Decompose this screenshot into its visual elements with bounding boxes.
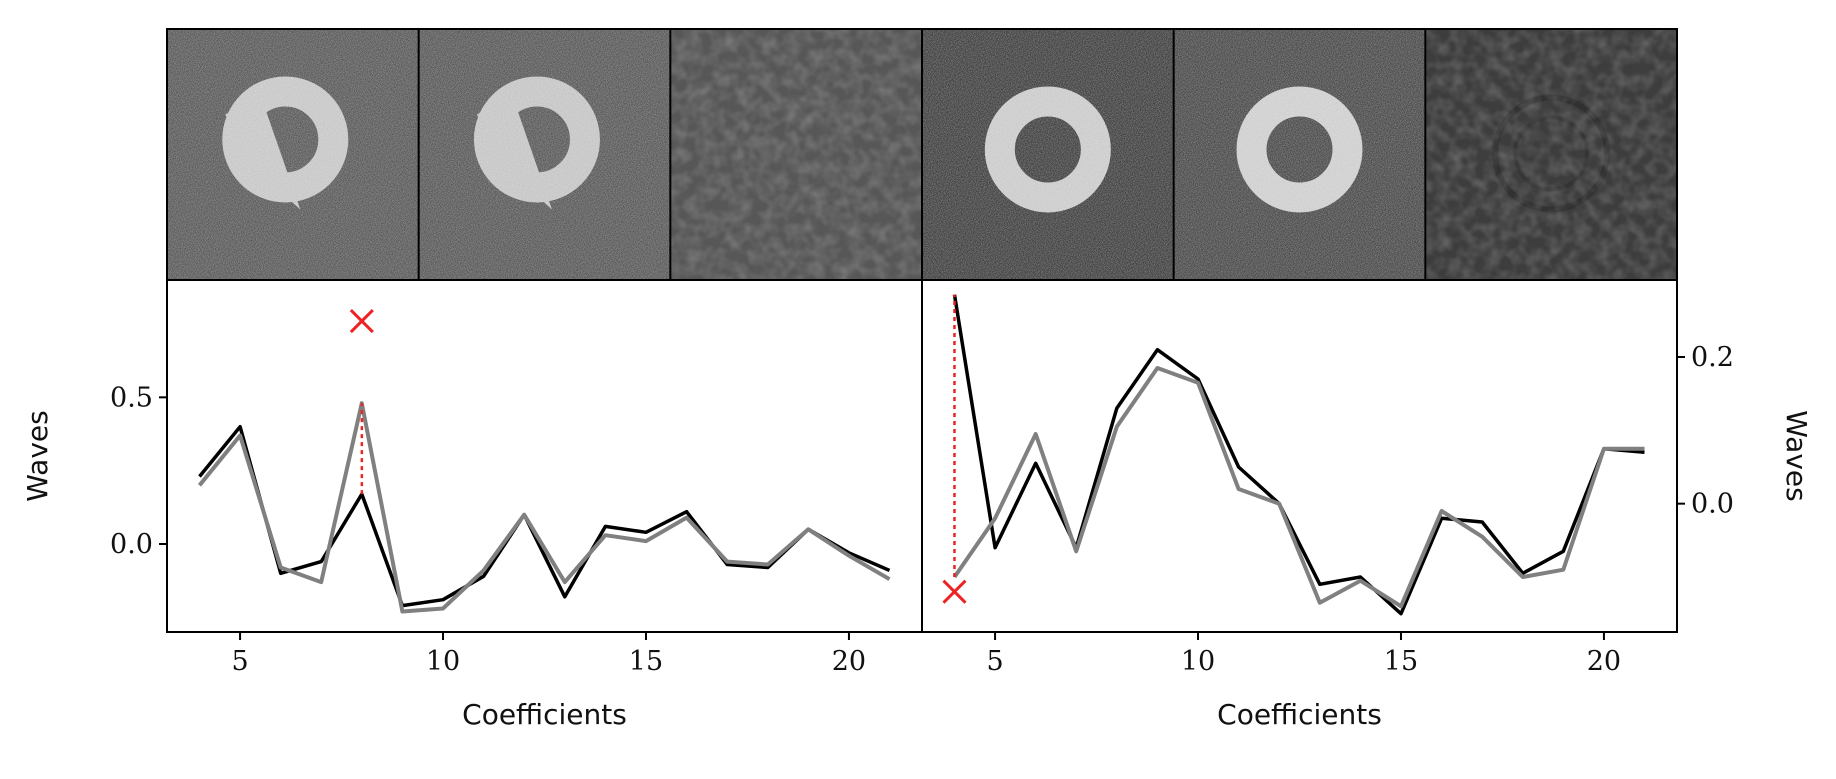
- y-axis-label: Waves: [21, 410, 54, 501]
- x-tick-label: 15: [629, 646, 663, 677]
- thumbnail-image: [922, 29, 1174, 280]
- series-line: [198, 424, 891, 608]
- y-tick-label: 0.2: [1691, 342, 1734, 373]
- x-tick-label: 5: [986, 646, 1003, 677]
- thumbnail-image: [1173, 29, 1426, 280]
- right-plot: 5 10 15 20 0.0 0.2 Coefficients Waves: [921, 279, 1813, 731]
- thumbnail-image: [418, 29, 671, 280]
- series-line: [952, 294, 1645, 616]
- left-plot: 5 10 15 20 0.0 0.5 Coefficients Waves: [21, 279, 923, 731]
- x-axis-label: Coefficients: [462, 698, 627, 731]
- thumbnail-strip: [166, 28, 1678, 281]
- x-tick-label: 5: [231, 646, 248, 677]
- x-marker-stroke: [942, 579, 967, 604]
- y-axis-label: Waves: [1780, 410, 1813, 501]
- x-tick-label: 20: [832, 646, 866, 677]
- x-tick-label: 20: [1587, 646, 1621, 677]
- thumbnail-image: [670, 29, 922, 280]
- x-tick-label: 15: [1384, 646, 1418, 677]
- x-tick-label: 10: [426, 646, 460, 677]
- x-tick-label: 10: [1181, 646, 1215, 677]
- noise-overlay: [167, 29, 419, 280]
- plot-frame: [166, 279, 923, 633]
- y-tick-label: 0.0: [1691, 489, 1734, 520]
- noise-overlay: [1425, 29, 1677, 280]
- thumbnail-image: [167, 29, 419, 280]
- x-marker: [942, 579, 967, 604]
- x-marker-stroke: [349, 309, 374, 334]
- noise-overlay: [1173, 29, 1426, 280]
- series-line: [197, 401, 891, 614]
- x-axis-label: Coefficients: [1217, 698, 1382, 731]
- noise-overlay: [418, 29, 671, 280]
- plot-frame: [921, 279, 1678, 633]
- series-line: [952, 366, 1645, 609]
- noise-overlay: [670, 29, 922, 280]
- y-tick-label: 0.0: [110, 529, 153, 560]
- noise-overlay: [922, 29, 1174, 280]
- thumbnail-image: [1425, 29, 1677, 280]
- y-tick-label: 0.5: [110, 382, 153, 413]
- x-marker: [349, 309, 374, 334]
